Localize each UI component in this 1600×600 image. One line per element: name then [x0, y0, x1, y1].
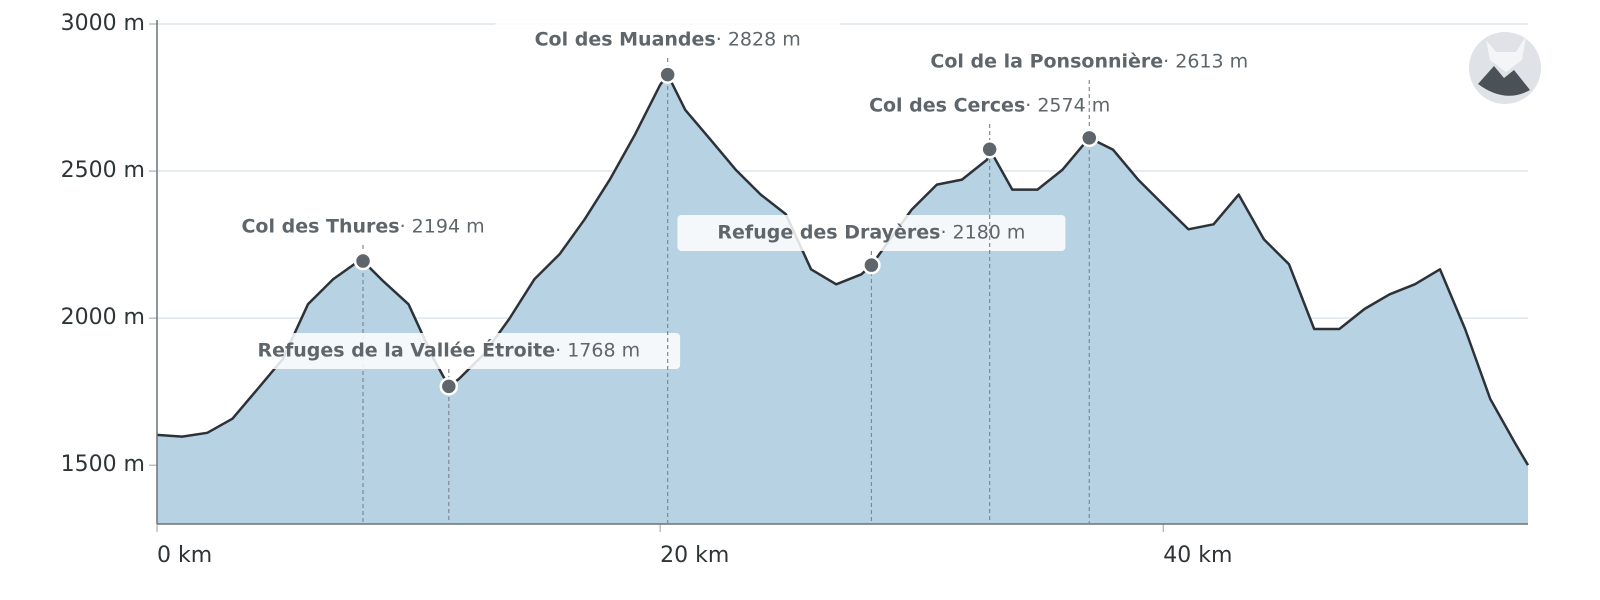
- annotation-marker: [658, 65, 677, 84]
- annotation-marker: [980, 140, 999, 159]
- annotation-name: Col des Muandes: [535, 29, 716, 51]
- annotation-label: · 2574 m: [1025, 95, 1110, 117]
- annotation-name: Col des Cerces: [869, 95, 1025, 117]
- annotation: Refuge des Drayères · 2180 m: [677, 215, 1066, 251]
- annotation-box: [829, 88, 1151, 124]
- annotation-box: [494, 22, 841, 58]
- annotation-name: Refuge des Drayères: [717, 222, 940, 244]
- annotation-box: [677, 215, 1066, 251]
- area: [157, 74, 1528, 525]
- annotation-marker: [353, 251, 373, 271]
- annotation-marker: [439, 377, 459, 396]
- annotation: Col des Thures · 2194 m: [201, 209, 525, 245]
- annotation-label: · 2828 m: [716, 29, 801, 51]
- y-tick-label: 3000 m: [61, 11, 145, 36]
- annotation-marker: [1080, 128, 1099, 148]
- x-tick-label: 0 km: [157, 543, 212, 568]
- annotation-box: [217, 333, 681, 369]
- annotation: Col des Muandes · 2828 m: [494, 22, 841, 58]
- logo: [1469, 32, 1541, 104]
- annotation-name: Col de la Ponsonnière: [930, 51, 1163, 73]
- annotation-label: · 2194 m: [400, 216, 485, 238]
- annotation-name: Col des Thures: [241, 216, 399, 238]
- annotation-box: [201, 209, 525, 245]
- annotation-name: Refuges de la Vallée Étroite: [257, 339, 555, 362]
- annotation: Col des Cerces · 2574 m: [829, 88, 1151, 124]
- annotation-label: · 1768 m: [555, 340, 640, 362]
- x-tick-label: 20 km: [660, 543, 729, 568]
- x-tick-label: 40 km: [1163, 543, 1232, 568]
- annotation: Col de la Ponsonnière · 2613 m: [890, 44, 1289, 80]
- annotation-label: · 2180 m: [940, 222, 1025, 244]
- y-tick-label: 1500 m: [61, 452, 145, 477]
- y-tick-label: 2500 m: [61, 158, 145, 183]
- line: [156, 73, 1530, 466]
- annotation-box: [890, 44, 1289, 80]
- annotation-marker: [862, 255, 881, 275]
- annotation: Refuges de la Vallée Étroite · 1768 m: [217, 333, 681, 369]
- y-tick-label: 2000 m: [61, 305, 145, 330]
- annotation-label: · 2613 m: [1163, 51, 1248, 73]
